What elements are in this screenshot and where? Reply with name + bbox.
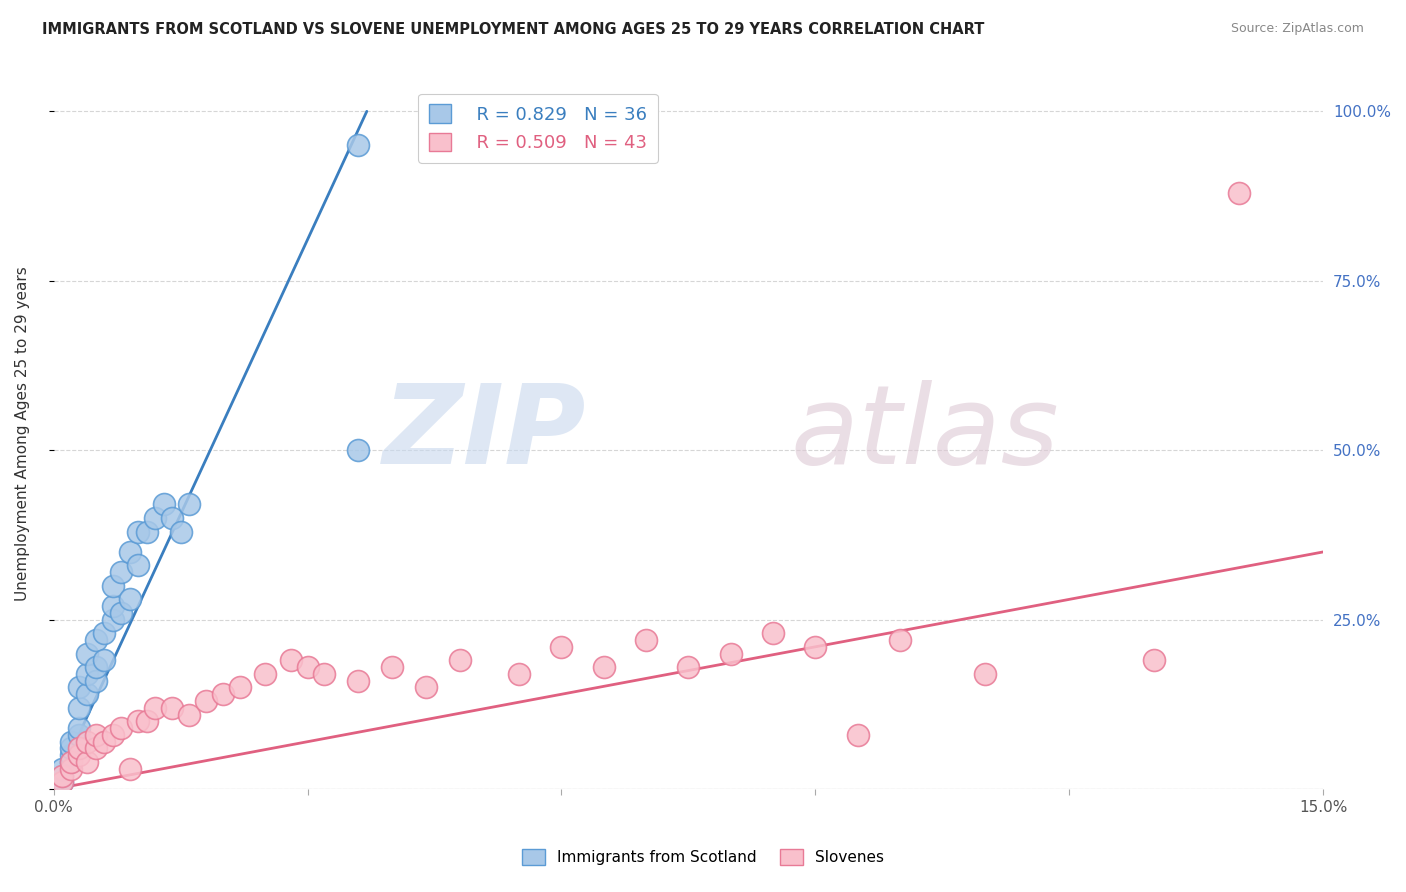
Point [381,660,404,674]
Point [101,613,124,627]
Point [67,681,90,695]
Point [101,599,124,614]
Point [84,633,107,648]
Point [212,687,235,701]
Point [127,558,149,573]
Point [59,755,82,769]
Point [84,741,107,756]
Point [93,626,115,640]
Point [59,755,82,769]
Point [177,498,200,512]
Point [177,707,200,722]
Point [51,768,73,782]
Point [51,775,73,789]
Point [415,681,437,695]
Point [254,667,277,681]
Point [347,443,370,458]
Point [678,660,700,674]
Point [59,741,82,756]
Point [143,701,166,715]
Point [135,714,157,729]
Point [280,653,302,667]
Point [51,762,73,776]
Point [118,592,141,607]
Point [314,667,336,681]
Point [160,511,183,525]
Point [720,647,742,661]
Point [59,748,82,763]
Point [84,728,107,742]
Point [118,762,141,776]
Text: atlas: atlas [790,380,1059,487]
Point [1227,186,1250,200]
Point [347,138,370,153]
Point [93,734,115,748]
Point [101,579,124,593]
Point [76,755,98,769]
Point [110,606,132,620]
Point [889,633,911,648]
Point [84,673,107,688]
Point [84,660,107,674]
Point [804,640,827,654]
Point [93,653,115,667]
Point [67,741,90,756]
Point [636,633,658,648]
Point [110,566,132,580]
Point [76,734,98,748]
Point [67,701,90,715]
Point [110,721,132,735]
Point [160,701,183,715]
Point [508,667,530,681]
Point [67,721,90,735]
Point [101,728,124,742]
Text: ZIP: ZIP [384,380,586,487]
Point [67,748,90,763]
Point [762,626,785,640]
Point [59,762,82,776]
Point [67,728,90,742]
Point [76,647,98,661]
Point [118,545,141,559]
Legend:   R = 0.829   N = 36,   R = 0.509   N = 43: R = 0.829 N = 36, R = 0.509 N = 43 [418,94,658,163]
Point [76,687,98,701]
Point [135,524,157,539]
Point [51,768,73,782]
Point [846,728,869,742]
Point [59,734,82,748]
Point [449,653,471,667]
Point [143,511,166,525]
Legend: Immigrants from Scotland, Slovenes: Immigrants from Scotland, Slovenes [516,843,890,871]
Point [127,714,149,729]
Point [1143,653,1166,667]
Point [76,667,98,681]
Point [347,673,370,688]
Point [152,498,174,512]
Text: IMMIGRANTS FROM SCOTLAND VS SLOVENE UNEMPLOYMENT AMONG AGES 25 TO 29 YEARS CORRE: IMMIGRANTS FROM SCOTLAND VS SLOVENE UNEM… [42,22,984,37]
Point [127,524,149,539]
Point [550,640,572,654]
Point [592,660,614,674]
Point [51,775,73,789]
Point [169,524,191,539]
Y-axis label: Unemployment Among Ages 25 to 29 years: Unemployment Among Ages 25 to 29 years [15,266,30,600]
Point [297,660,319,674]
Point [973,667,995,681]
Point [194,694,217,708]
Point [229,681,252,695]
Text: Source: ZipAtlas.com: Source: ZipAtlas.com [1230,22,1364,36]
